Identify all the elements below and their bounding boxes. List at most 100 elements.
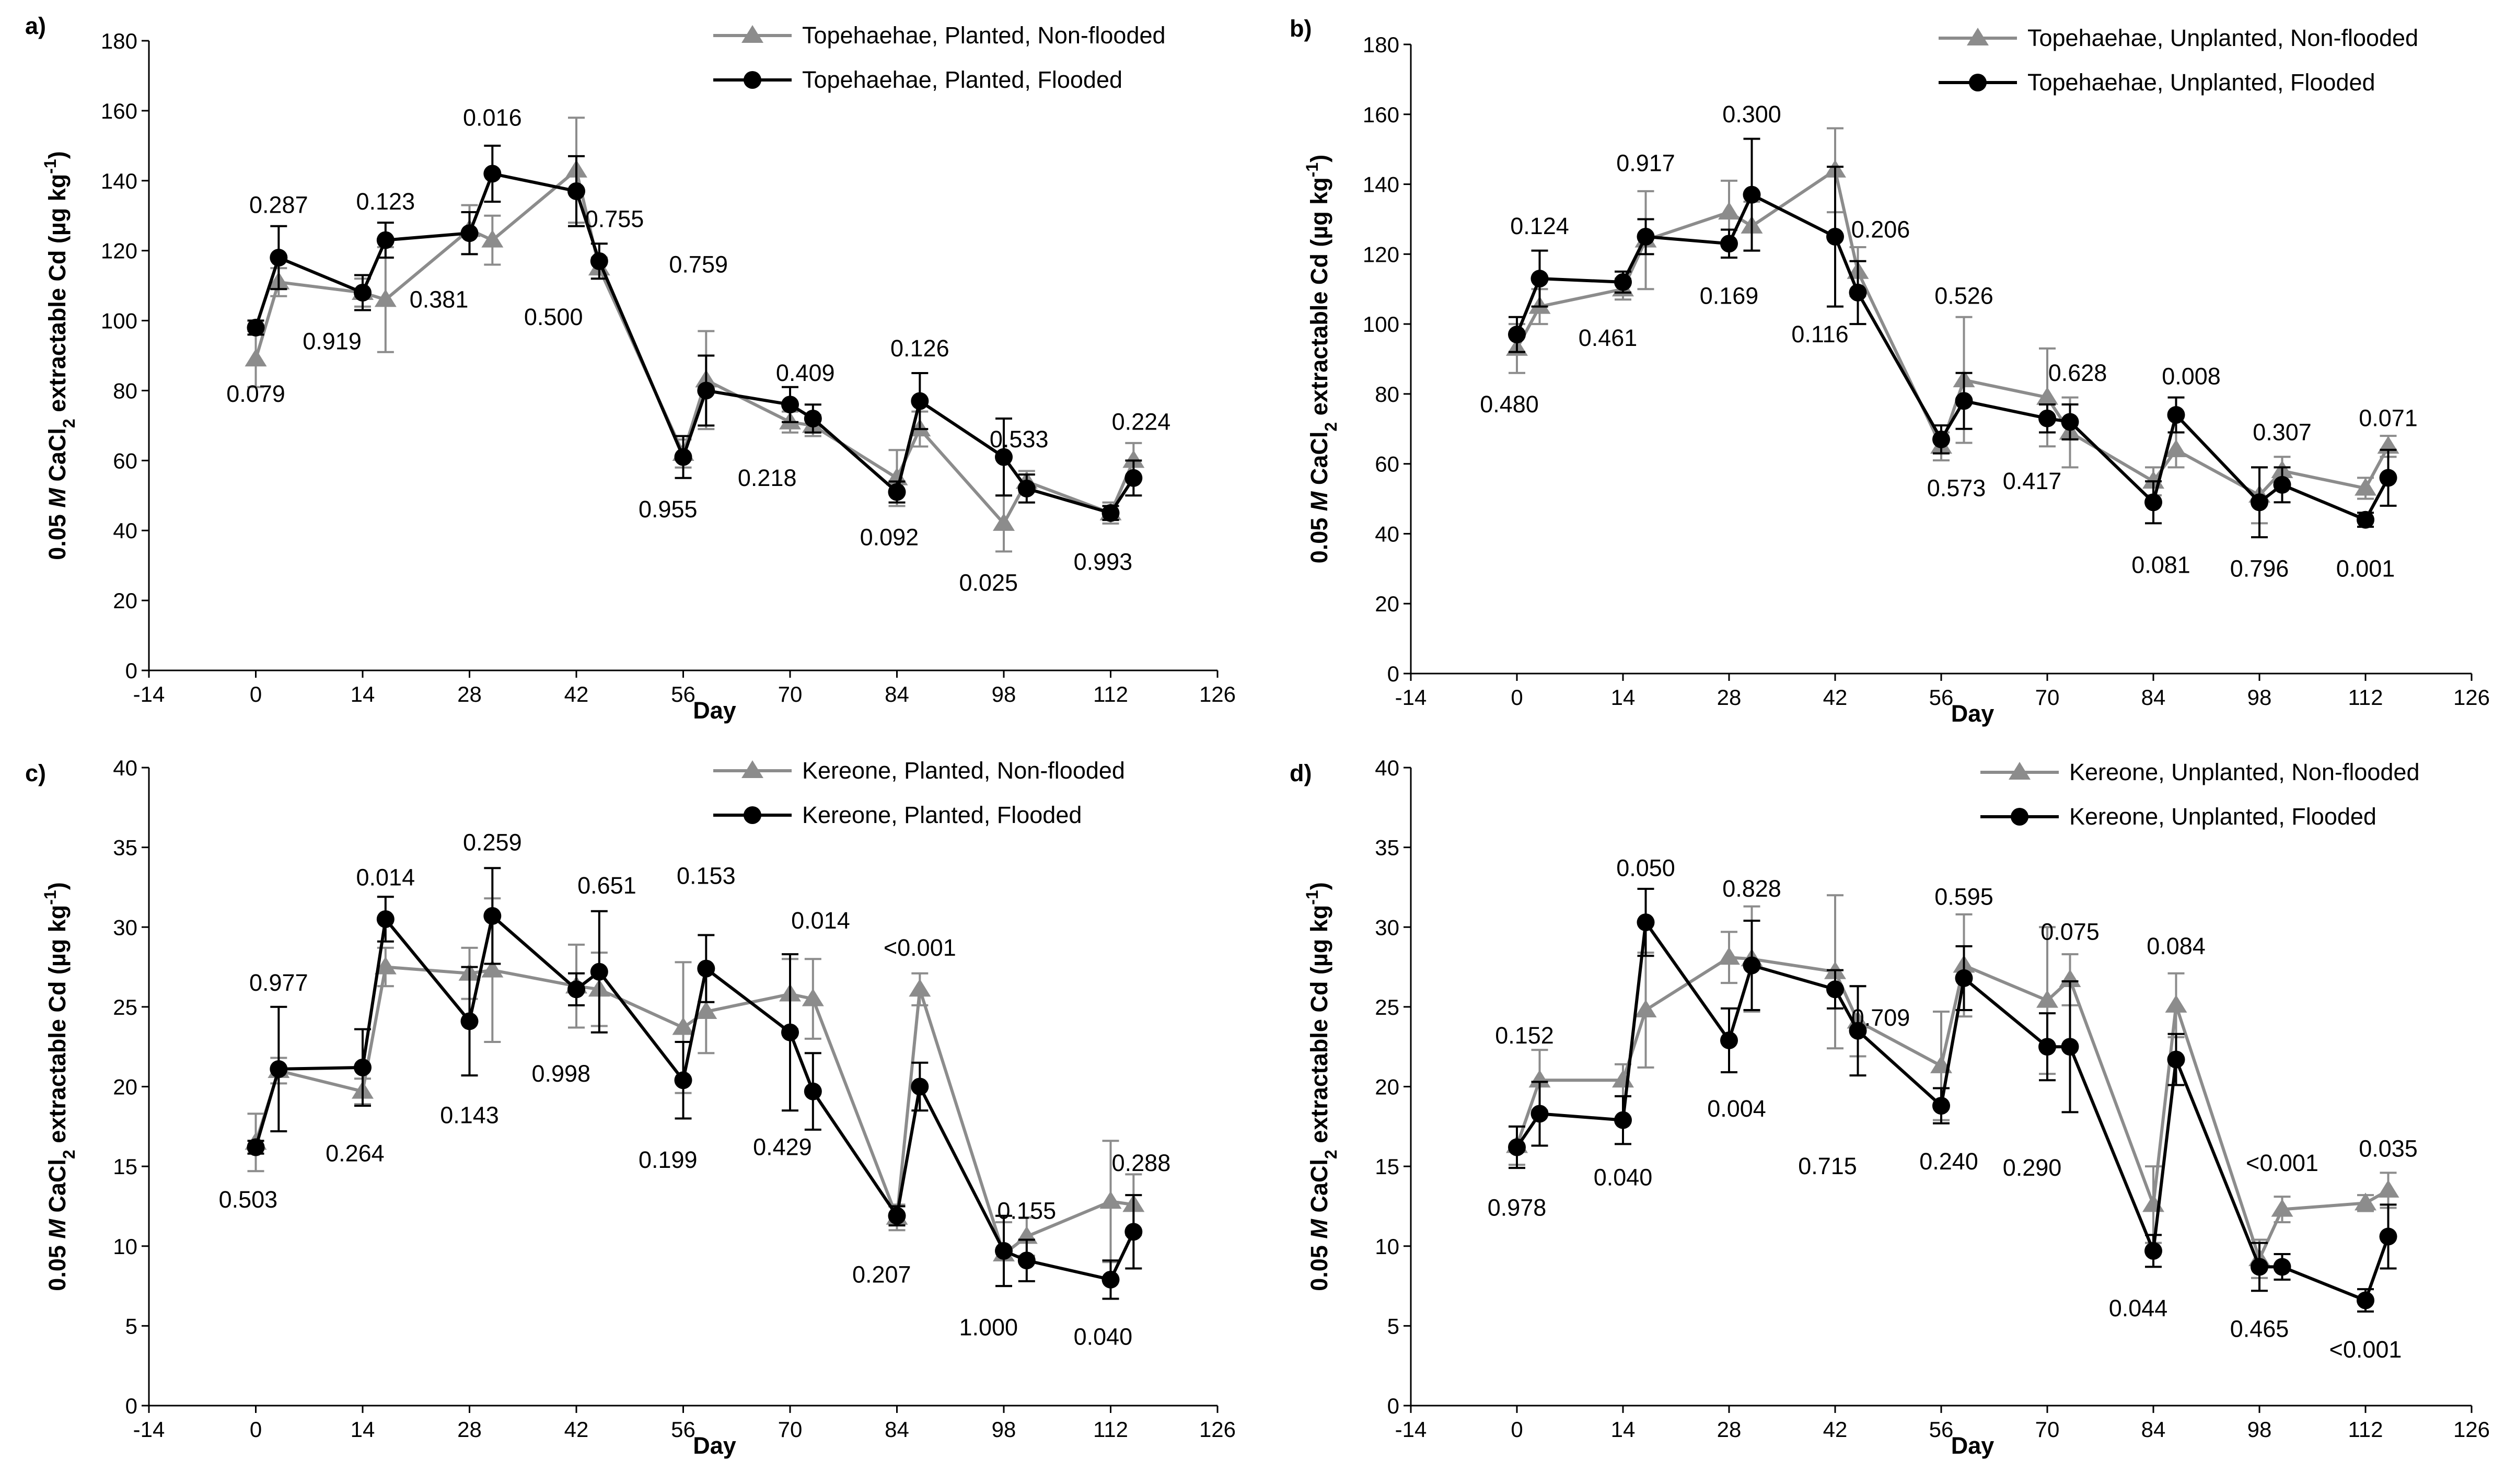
data-point-circle <box>1743 956 1761 975</box>
p-value-label: 0.199 <box>639 1146 698 1173</box>
x-tick-label: 112 <box>1093 682 1128 706</box>
p-value-label: 0.123 <box>356 188 415 215</box>
data-point-circle <box>995 448 1013 466</box>
p-value-label: 0.709 <box>1851 1004 1910 1031</box>
data-point-triangle <box>374 956 397 975</box>
data-point-triangle <box>481 229 504 248</box>
data-point-triangle <box>374 289 397 307</box>
p-value-label: 0.169 <box>1700 283 1759 309</box>
data-point-circle <box>674 1071 692 1089</box>
y-tick-label: 80 <box>113 378 137 403</box>
data-point-triangle <box>695 1001 717 1019</box>
data-point-circle <box>1124 469 1143 487</box>
x-tick-label: 56 <box>1929 685 1954 710</box>
y-tick-label: 100 <box>101 309 137 333</box>
x-axis-title: Day <box>1951 700 1995 727</box>
y-tick-label: 180 <box>101 29 137 53</box>
p-value-label: 0.287 <box>249 192 308 218</box>
p-value-label: 0.715 <box>1798 1153 1857 1179</box>
data-point-circle <box>567 980 585 999</box>
y-tick-label: 160 <box>1363 102 1399 127</box>
data-point-circle <box>2144 1242 2162 1260</box>
p-value-label: 0.224 <box>1112 409 1171 435</box>
legend-circle-marker <box>744 71 761 89</box>
data-point-circle <box>1614 1111 1632 1129</box>
data-point-circle <box>1508 326 1526 344</box>
x-tick-label: 112 <box>2348 685 2383 710</box>
legend-triangle-marker <box>1967 28 1989 45</box>
data-point-circle <box>2251 493 2268 512</box>
series-flooded <box>1508 137 2397 539</box>
data-point-circle <box>804 410 822 427</box>
p-value-label: 0.919 <box>303 328 362 355</box>
x-tick-label: 14 <box>351 682 375 706</box>
y-tick-label: 10 <box>113 1234 137 1259</box>
x-tick-label: 56 <box>1929 1417 1954 1442</box>
legend: Topehaehae, Planted, Non-flooded Topehaeh… <box>713 22 1166 93</box>
x-tick-label: 42 <box>564 682 589 706</box>
data-point-circle <box>270 249 288 267</box>
y-tick-label: 10 <box>1375 1234 1399 1259</box>
data-point-circle <box>460 224 479 242</box>
y-tick-label: 35 <box>1375 836 1399 860</box>
data-point-circle <box>1017 1251 1036 1270</box>
p-value-label: 0.207 <box>852 1261 911 1288</box>
y-tick-label: 80 <box>1375 382 1399 407</box>
data-point-circle <box>2273 476 2291 494</box>
data-point-circle <box>1508 1138 1526 1156</box>
p-value-label: 0.035 <box>2359 1135 2418 1162</box>
x-tick-label: 98 <box>2247 1417 2272 1442</box>
data-point-circle <box>1743 186 1761 204</box>
data-point-circle <box>1955 392 1973 410</box>
p-value-label: 0.152 <box>1495 1022 1554 1049</box>
data-point-circle <box>483 907 502 925</box>
data-point-circle <box>2038 409 2056 427</box>
data-point-circle <box>1530 1105 1549 1123</box>
y-tick-label: 0 <box>1387 662 1399 686</box>
series-non-flooded <box>245 117 1145 553</box>
data-point-circle <box>1955 969 1973 987</box>
p-value-label: 0.381 <box>410 286 469 312</box>
y-tick-label: 25 <box>1375 995 1399 1019</box>
x-tick-label: 0 <box>1511 1417 1523 1442</box>
data-point-circle <box>567 182 585 200</box>
series-flooded <box>247 867 1143 1300</box>
data-point-triangle <box>1528 1070 1551 1088</box>
p-value-label: 0.993 <box>1074 548 1133 575</box>
data-point-circle <box>247 1138 265 1156</box>
y-axis-title: 0.05 M CaCl2 extractable Cd (µg kg-1) <box>41 882 78 1291</box>
data-point-triangle <box>245 349 267 367</box>
y-tick-label: 20 <box>113 588 137 613</box>
p-value-label: 0.050 <box>1616 854 1675 881</box>
p-value-label: 0.526 <box>1934 283 1993 309</box>
y-tick-label: 140 <box>101 169 137 193</box>
x-tick-label: 84 <box>885 1417 909 1442</box>
p-value-label: 0.124 <box>1510 213 1569 239</box>
data-point-circle <box>781 1023 799 1041</box>
x-tick-label: 0 <box>1511 685 1523 710</box>
data-point-triangle <box>1718 947 1740 965</box>
data-point-triangle <box>2059 969 2081 987</box>
x-tick-label: 70 <box>778 682 803 706</box>
data-point-circle <box>2167 1050 2185 1069</box>
y-tick-label: 20 <box>1375 1075 1399 1099</box>
legend: Topehaehae, Unplanted, Non-flooded Topeha… <box>1939 25 2418 96</box>
p-value-label: 0.014 <box>356 864 415 891</box>
data-point-triangle <box>1718 202 1740 220</box>
data-point-circle <box>2038 1038 2056 1056</box>
p-value-label: 0.429 <box>753 1133 812 1160</box>
data-point-circle <box>590 252 608 270</box>
x-tick-label: -14 <box>133 1417 165 1442</box>
p-value-label: 0.480 <box>1480 391 1539 418</box>
data-point-circle <box>697 381 715 400</box>
p-value-label: 0.465 <box>2230 1315 2289 1342</box>
data-point-circle <box>1720 235 1738 253</box>
data-point-circle <box>1017 479 1036 497</box>
y-axis-title: 0.05 M CaCl2 extractable Cd (µg kg-1) <box>1303 882 1340 1291</box>
p-value-label: 0.155 <box>998 1198 1057 1224</box>
p-value-label: 1.000 <box>959 1314 1018 1340</box>
data-point-triangle <box>909 979 931 997</box>
data-point-circle <box>1637 913 1655 932</box>
panel-label: b) <box>1290 15 1312 42</box>
y-tick-label: 0 <box>1387 1394 1399 1418</box>
